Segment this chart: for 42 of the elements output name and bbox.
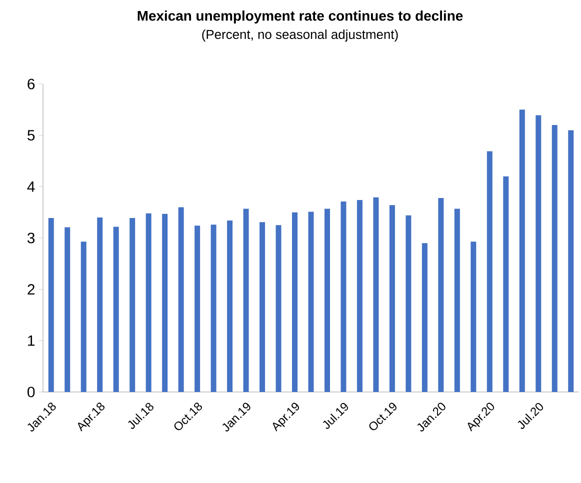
bar	[356, 200, 362, 392]
bar	[130, 218, 136, 392]
bar	[519, 110, 525, 392]
bar	[422, 243, 428, 392]
bar	[194, 226, 200, 392]
bar	[503, 176, 509, 392]
bar	[64, 227, 70, 392]
bar	[97, 217, 103, 392]
y-tick-label: 1	[28, 336, 35, 346]
y-tick-label: 0	[28, 386, 35, 398]
bar	[454, 208, 460, 392]
chart-subtitle: (Percent, no seasonal adjustment)	[202, 30, 398, 42]
bar	[260, 222, 266, 392]
y-tick-label: 6	[28, 78, 35, 90]
bar	[486, 151, 492, 392]
bar	[536, 115, 542, 392]
y-tick-label: 3	[27, 232, 35, 244]
bar	[210, 224, 216, 392]
bar	[340, 202, 346, 392]
bar	[146, 213, 152, 392]
y-tick-label: 2	[28, 284, 34, 295]
bar	[48, 218, 54, 392]
bar	[308, 212, 314, 392]
y-tick-label: 4	[27, 182, 35, 192]
bar	[292, 212, 298, 392]
bar	[80, 242, 86, 392]
bar	[438, 198, 444, 392]
bar	[276, 225, 282, 392]
bar	[162, 214, 168, 392]
bar	[243, 208, 249, 392]
bar	[324, 208, 330, 392]
bar	[373, 197, 379, 392]
bar	[178, 207, 184, 392]
bar	[568, 130, 574, 392]
bar	[406, 215, 412, 392]
bar	[227, 220, 233, 392]
chart-title: Mexican unemployment rate continues to decline	[138, 10, 463, 24]
bar	[470, 242, 476, 392]
bar	[552, 125, 558, 392]
bar	[113, 226, 119, 392]
bar	[389, 205, 395, 392]
y-tick-label: 5	[28, 130, 35, 141]
